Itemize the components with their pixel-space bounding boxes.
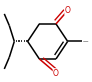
Text: O: O	[53, 69, 59, 78]
Text: —: —	[83, 39, 88, 44]
Text: O: O	[65, 6, 71, 15]
